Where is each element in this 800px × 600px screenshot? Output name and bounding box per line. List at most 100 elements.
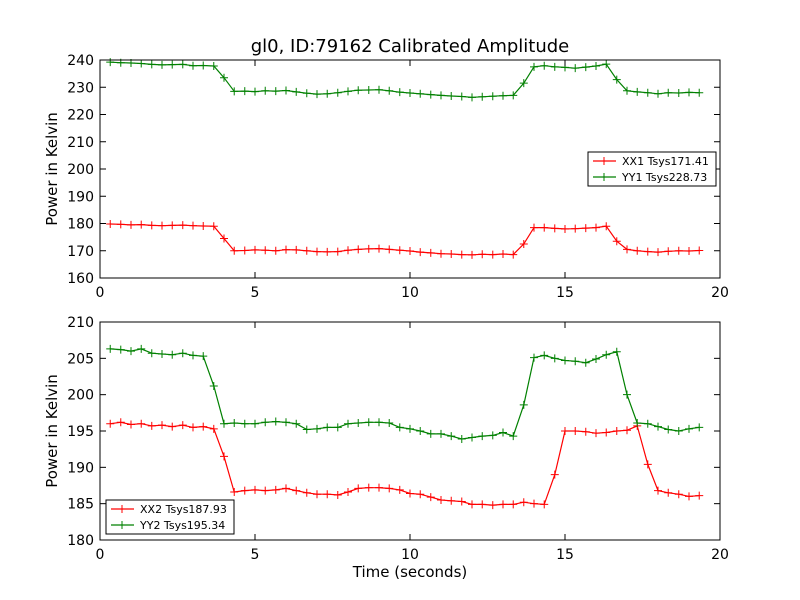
x-tick-label: 0 — [96, 285, 105, 301]
data-point-1-1-9 — [199, 221, 208, 230]
data-point-2-2-36 — [478, 432, 487, 441]
data-point-1-2-24 — [354, 86, 363, 95]
data-point-2-1-17 — [282, 484, 290, 493]
data-point-1-2-25 — [364, 85, 373, 94]
y-tick-label: 230 — [67, 80, 94, 96]
legend-entry-label: YY1 Tsys228.73 — [621, 171, 707, 184]
data-point-1-2-13 — [240, 87, 249, 96]
data-point-1-1-8 — [189, 221, 197, 230]
data-point-1-2-9 — [199, 61, 208, 70]
data-point-2-1-0 — [106, 419, 115, 428]
x-tick-label: 20 — [711, 285, 729, 301]
data-point-2-1-36 — [478, 500, 487, 509]
data-point-2-2-6 — [168, 350, 177, 359]
legend-marker — [118, 505, 126, 513]
data-point-1-2-3 — [137, 59, 146, 68]
data-point-1-2-23 — [344, 87, 352, 96]
data-point-2-1-40 — [519, 498, 528, 507]
data-point-1-1-25 — [364, 244, 373, 253]
y-tick-label: 210 — [67, 315, 94, 331]
data-point-1-2-15 — [261, 86, 270, 95]
data-point-2-2-38 — [499, 428, 507, 437]
data-point-1-1-23 — [344, 246, 352, 255]
y-tick-label: 240 — [67, 53, 94, 69]
data-point-1-2-19 — [302, 89, 311, 98]
data-point-2-1-46 — [581, 427, 590, 436]
data-point-2-1-42 — [540, 500, 549, 509]
data-point-2-2-27 — [385, 419, 394, 428]
data-point-2-2-19 — [302, 425, 311, 434]
data-point-1-1-38 — [499, 250, 507, 259]
data-point-2-1-23 — [344, 488, 352, 497]
data-point-1-2-17 — [282, 86, 290, 95]
data-point-2-1-35 — [468, 500, 476, 509]
data-point-2-2-20 — [313, 424, 321, 433]
data-point-2-2-54 — [664, 425, 673, 434]
data-point-1-1-29 — [406, 247, 414, 256]
legend-box — [105, 499, 235, 535]
y-tick-label: 220 — [67, 108, 94, 124]
data-point-2-2-39 — [509, 432, 518, 441]
data-point-1-1-32 — [437, 249, 445, 258]
data-point-2-2-42 — [540, 351, 549, 360]
data-point-2-2-31 — [426, 429, 435, 438]
y-tick-label: 185 — [67, 497, 94, 513]
data-point-2-2-13 — [240, 419, 249, 428]
data-point-1-2-6 — [168, 60, 177, 69]
data-point-1-1-33 — [447, 250, 456, 259]
data-point-1-2-21 — [323, 89, 332, 98]
data-point-2-2-49 — [612, 347, 621, 356]
data-point-2-2-25 — [364, 418, 373, 427]
data-point-2-2-4 — [147, 349, 156, 358]
data-point-1-1-31 — [426, 248, 435, 257]
data-point-2-1-38 — [499, 500, 507, 509]
data-point-2-2-0 — [106, 344, 115, 353]
data-point-1-1-35 — [468, 250, 476, 259]
x-tick-label: 10 — [401, 285, 419, 301]
data-point-2-1-20 — [313, 490, 321, 499]
y-tick-label: 160 — [67, 271, 94, 287]
data-point-1-2-26 — [375, 85, 383, 94]
data-point-2-2-11 — [220, 419, 228, 428]
data-point-1-1-1 — [116, 220, 125, 229]
data-point-2-1-43 — [550, 470, 559, 479]
y-tick-label: 200 — [67, 388, 94, 404]
data-point-2-1-39 — [509, 500, 518, 509]
data-point-2-1-27 — [385, 484, 394, 493]
data-point-2-2-47 — [592, 355, 600, 364]
data-point-1-1-30 — [416, 248, 425, 257]
data-point-1-2-4 — [147, 60, 156, 69]
data-point-1-2-34 — [457, 92, 466, 101]
legend-entry-label: XX2 Tsys187.93 — [140, 503, 227, 516]
legend-box — [587, 151, 717, 187]
data-point-1-1-40 — [519, 239, 528, 248]
data-point-1-2-54 — [664, 88, 673, 97]
data-point-1-2-38 — [499, 91, 507, 100]
data-point-1-1-14 — [251, 245, 259, 254]
data-point-1-2-51 — [633, 87, 642, 96]
data-point-2-2-40 — [519, 400, 528, 409]
data-point-2-1-2 — [127, 420, 135, 429]
legend-marker — [600, 173, 608, 181]
data-point-2-2-14 — [251, 419, 259, 428]
y-axis-label: Power in Kelvin — [43, 374, 61, 488]
data-point-2-2-34 — [457, 434, 466, 443]
data-point-2-2-18 — [292, 419, 301, 428]
data-point-2-2-15 — [261, 418, 270, 427]
data-point-1-2-47 — [592, 61, 600, 70]
data-point-2-2-56 — [685, 424, 693, 433]
data-point-1-1-19 — [302, 246, 311, 255]
data-point-1-1-50 — [623, 245, 631, 254]
y-tick-label: 190 — [67, 189, 94, 205]
data-point-1-2-18 — [292, 87, 301, 96]
data-point-2-2-48 — [602, 350, 611, 359]
legend-marker — [600, 157, 608, 165]
data-point-1-2-55 — [674, 88, 683, 97]
legend-marker — [118, 521, 126, 529]
data-point-1-2-53 — [654, 89, 662, 98]
data-point-1-1-43 — [550, 224, 559, 233]
data-point-2-1-31 — [426, 493, 435, 502]
data-point-2-1-47 — [592, 429, 600, 438]
legend-entry-label: XX1 Tsys171.41 — [622, 155, 709, 168]
data-point-2-2-24 — [354, 419, 363, 428]
